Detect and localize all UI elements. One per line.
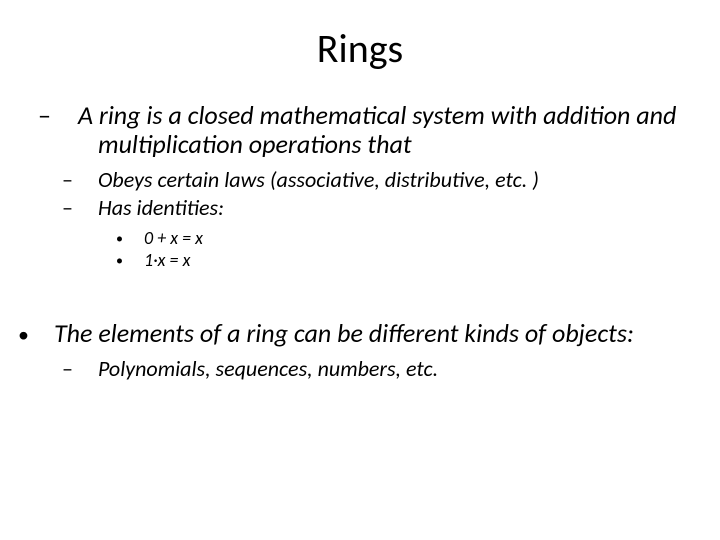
bullet-lvl2: Has identities:	[98, 195, 684, 220]
bullet-lvl2: Obeys certain laws (associative, distrib…	[98, 167, 684, 192]
slide-body: A ring is a closed mathematical system w…	[0, 101, 720, 381]
bullet-lvl3: 1·x = x	[144, 250, 684, 271]
spacer	[36, 271, 684, 319]
slide-title: Rings	[0, 0, 720, 73]
bullet-lvl3: 0 + x = x	[144, 228, 684, 249]
bullet-lvl2: Polynomials, sequences, numbers, etc.	[98, 356, 684, 381]
bullet-lvl1: A ring is a closed mathematical system w…	[78, 101, 684, 159]
slide: Rings A ring is a closed mathematical sy…	[0, 0, 720, 540]
bullet-lvl0: The elements of a ring can be different …	[54, 319, 684, 348]
